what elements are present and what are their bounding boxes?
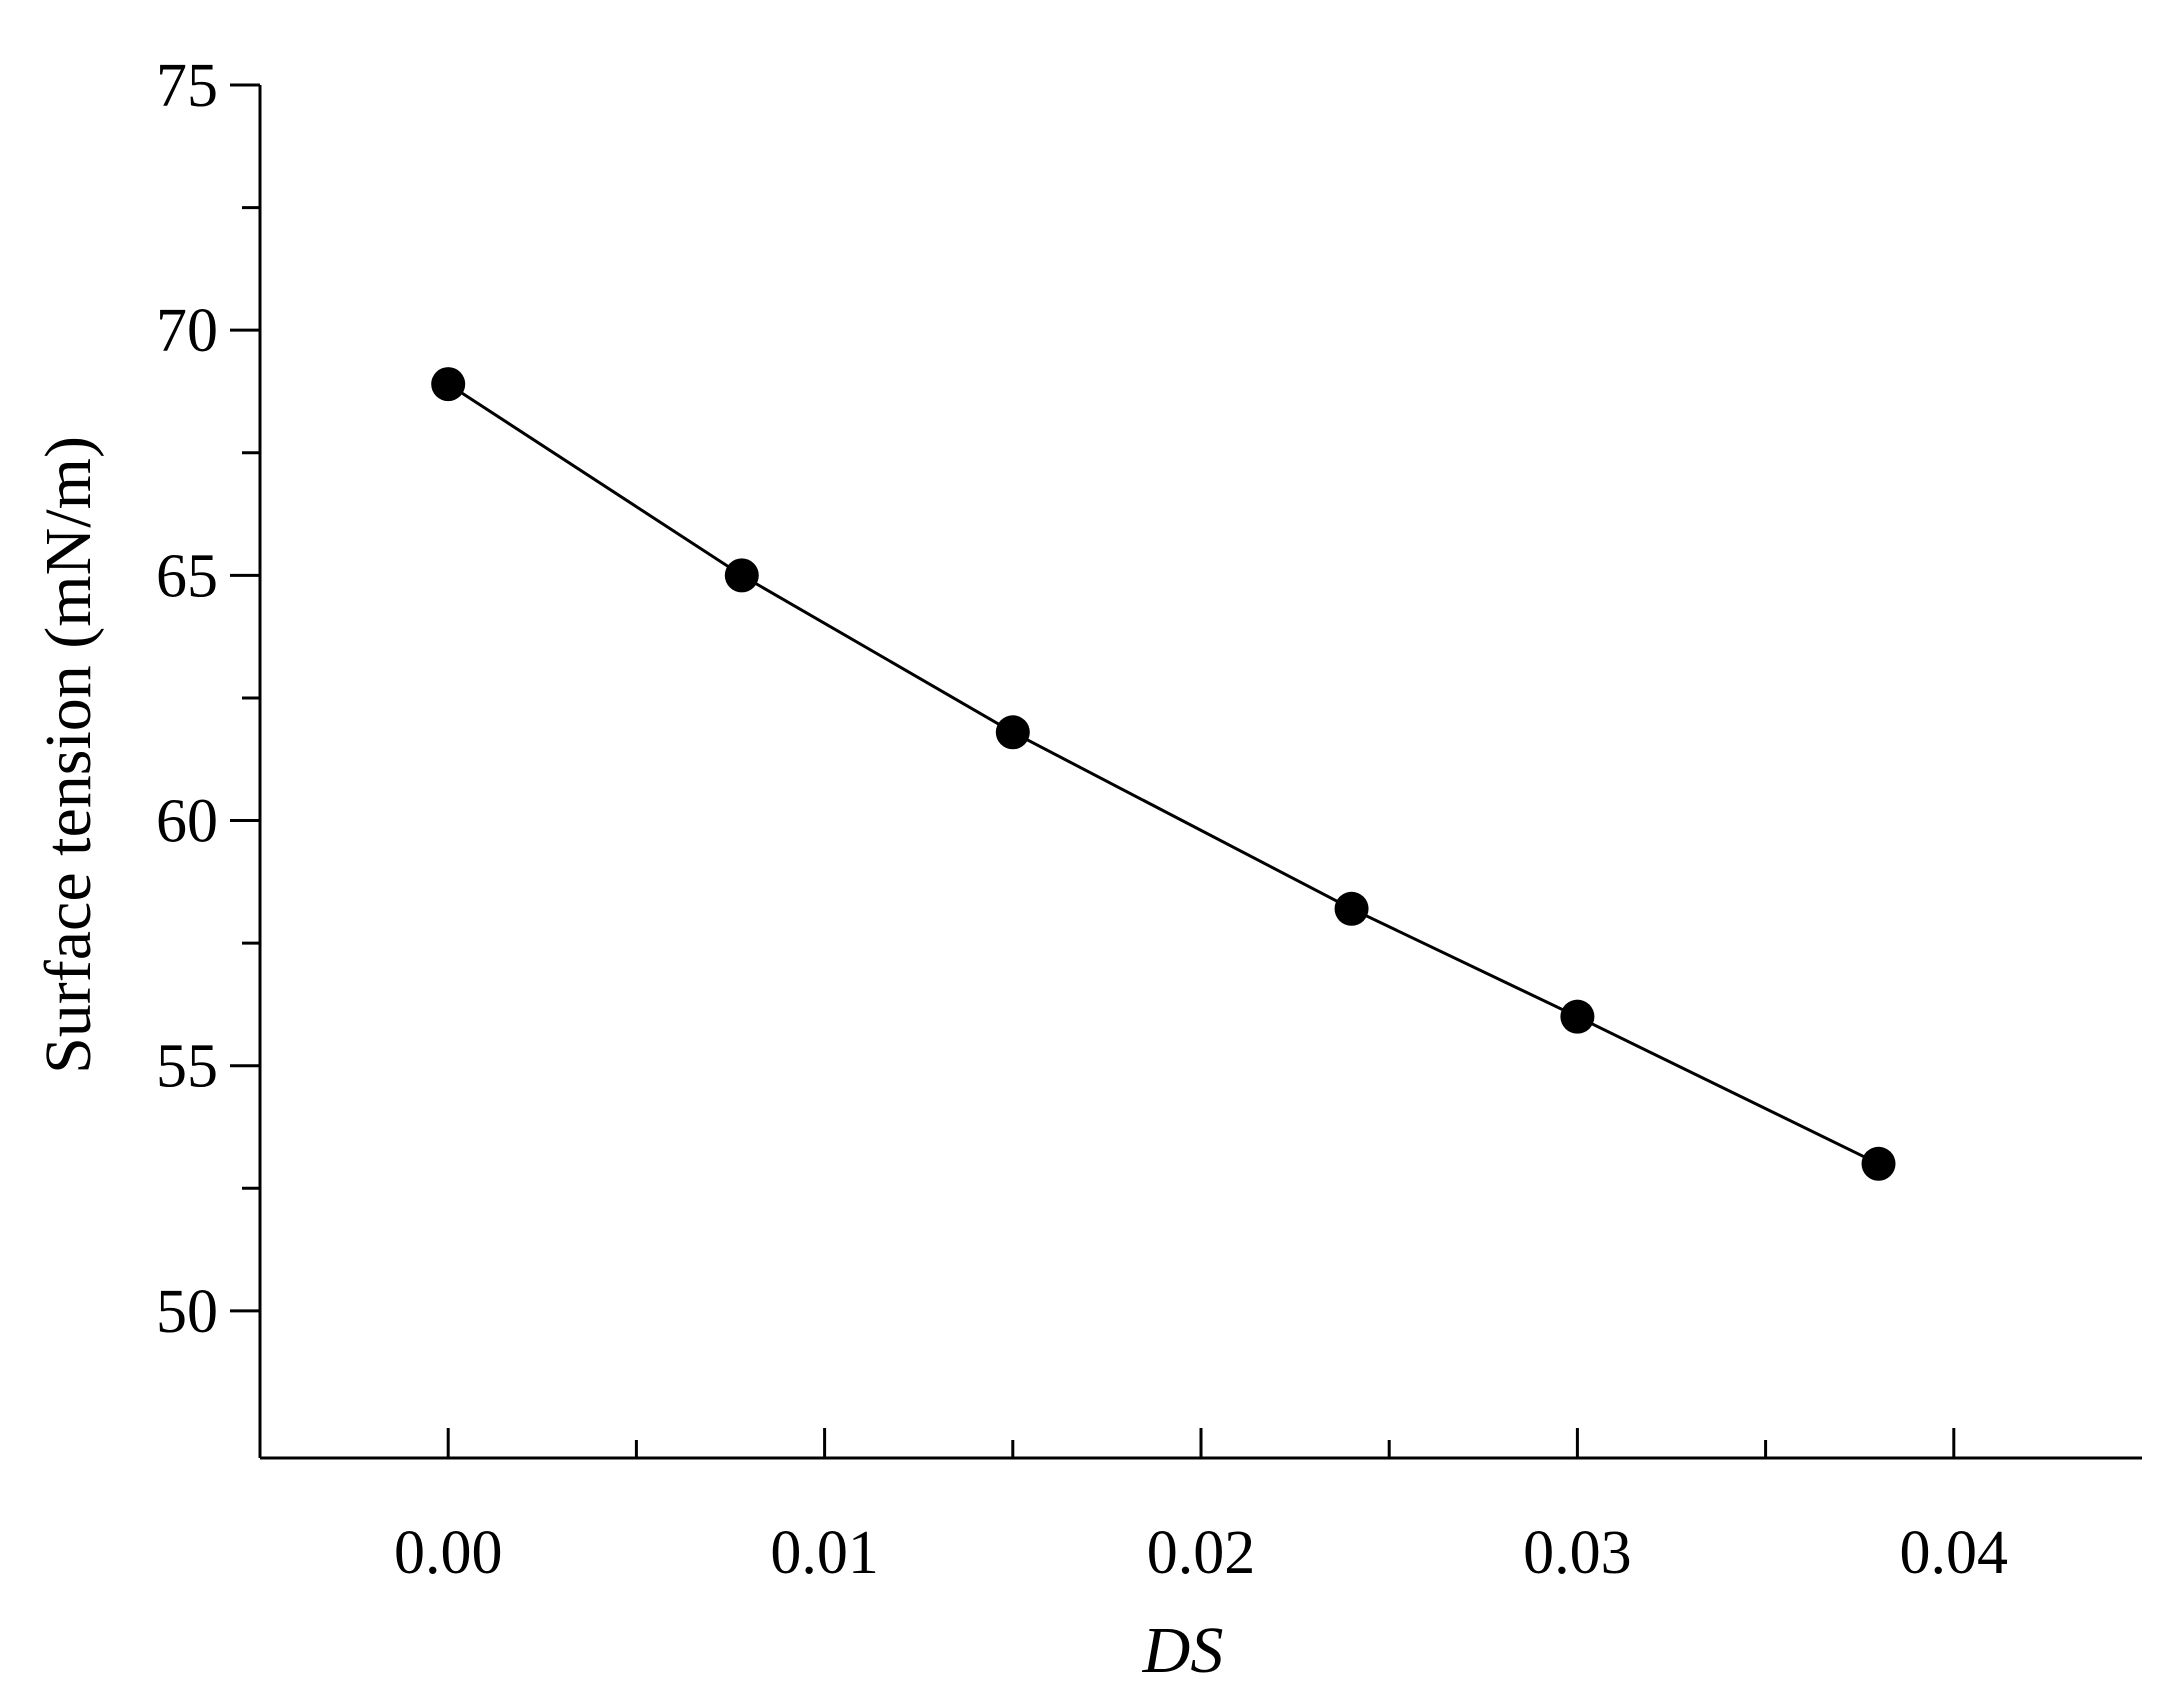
data-point [1560,999,1595,1034]
y-tick-label: 55 [156,1033,218,1101]
x-tick-label: 0.03 [1523,1519,1632,1587]
y-tick-label: 70 [156,297,218,365]
data-point [724,558,759,593]
x-tick-label: 0.01 [770,1519,879,1587]
data-point [1861,1146,1896,1181]
ticks [230,83,1956,1458]
data-point [995,715,1030,750]
y-tick-label: 50 [156,1278,218,1346]
series [431,367,1896,1181]
y-tick-label: 60 [156,788,218,856]
x-tick-label: 0.04 [1900,1519,2009,1587]
y-tick-label: 75 [156,52,218,120]
series-line [447,382,1880,1166]
axes [258,85,2142,1460]
data-point [431,367,466,402]
x-tick-label: 0.00 [394,1519,503,1587]
x-tick-label: 0.02 [1147,1519,1256,1587]
tick-labels: 50 55 60 65 70 75 0.00 0.01 0.02 0.03 0.04 [156,52,2008,1587]
y-tick-label: 65 [156,542,218,610]
y-axis-title: Surface tension (mN/m) [32,436,105,1074]
data-point [1334,891,1369,926]
x-axis-title: DS [1142,1614,1224,1687]
